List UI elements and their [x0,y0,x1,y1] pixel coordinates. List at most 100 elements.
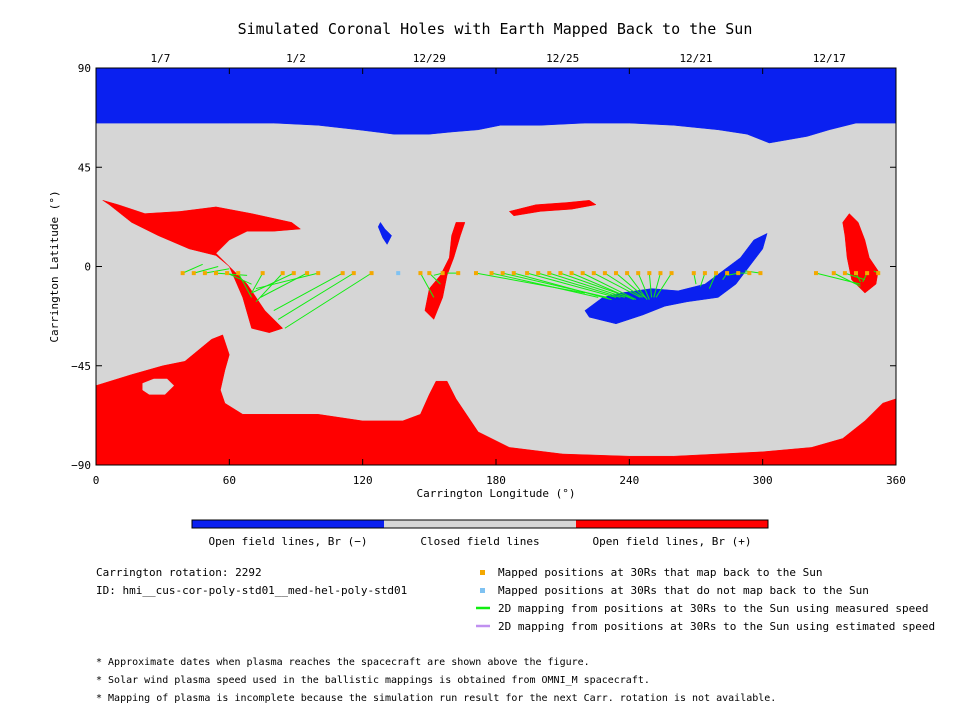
mapped-point-32 [636,271,641,276]
mapped-point-9 [305,271,310,276]
mapped-point-46 [854,271,858,276]
y-tick-label-4: −90 [71,459,91,472]
mapped-point-45 [842,271,847,276]
colorbar-segment-2 [576,520,768,528]
top-date-label-3: 12/25 [546,52,579,65]
footnote-incomplete: * Mapping of plasma is incomplete becaus… [96,693,777,704]
mapping-line-35 [655,272,672,298]
mapping-line-32 [637,272,650,300]
mapping-line-2 [204,268,230,274]
mapping-line-14 [420,272,435,298]
colorbar-segment-1 [384,520,576,528]
mapping-line-5 [237,272,252,298]
region-north-polar-negative [95,67,897,144]
y-tick-label-3: −45 [71,360,91,373]
legend-mapped-label: Mapped positions at 30Rs that map back t… [498,566,823,579]
mapped-point-47 [865,271,870,276]
mapped-point-29 [602,271,607,276]
x-tick-label-3: 180 [486,474,506,487]
mapped-point-36 [691,271,696,276]
mapping-line-33 [648,273,653,298]
mapped-point-38 [714,271,718,276]
x-axis-label: Carrington Longitude (°) [417,487,576,500]
mapped-point-28 [591,271,596,276]
mapping-line-44 [833,272,861,287]
legend-mapped-swatch [480,570,485,575]
mapping-line-11 [273,272,343,312]
mapping-line-21 [513,272,612,301]
mapped-point-48 [876,271,881,276]
x-tick-label-1: 60 [223,474,236,487]
mapping-line-13 [284,272,372,329]
mapped-point-35 [669,271,674,276]
mapped-point-17 [456,271,461,276]
mapping-line-19 [491,272,599,298]
mapping-line-30 [615,272,646,298]
legend-unmapped-swatch [480,588,485,593]
mapping-line-0 [182,263,203,274]
mapped-point-6 [260,271,265,276]
mapping-line-1 [193,266,219,274]
legend-estimated-label: 2D mapping from positions at 30Rs to the… [498,620,936,633]
top-date-label-0: 1/7 [151,52,171,65]
mapped-point-39 [725,271,730,276]
mapping-line-10 [255,272,319,290]
mapped-point-11 [340,271,345,276]
mapping-line-38 [708,272,717,289]
mapped-point-34 [658,271,663,276]
mapping-line-4 [226,272,252,285]
mapped-point-43 [814,271,818,276]
mapped-point-7 [280,271,285,276]
mapping-line-3 [215,272,248,276]
mapping-line-6 [251,272,264,294]
mapped-point-26 [569,271,574,276]
colorbar-label-1: Closed field lines [420,535,539,548]
mapped-point-27 [580,271,585,276]
carrington-rotation-label: Carrington rotation: 2292 [96,566,262,579]
mapped-point-3 [214,271,218,276]
y-tick-label-0: 90 [78,62,91,75]
mapped-point-21 [511,271,516,276]
region-lon160-positive [424,222,466,320]
mapped-point-40 [736,271,741,276]
top-date-label-1: 1/2 [286,52,306,65]
mapped-point-10 [316,271,321,276]
mapped-point-1 [191,271,196,276]
region-closed-island [142,378,175,395]
mapped-point-20 [500,271,505,276]
mapping-line-9 [260,272,308,298]
run-id-label: ID: hmi__cus-cor-poly-std01__med-hel-pol… [96,584,408,597]
y-tick-label-2: 0 [84,261,91,274]
x-tick-label-2: 120 [353,474,373,487]
x-tick-label-4: 240 [619,474,639,487]
legend-measured-label: 2D mapping from positions at 30Rs to the… [498,602,929,615]
mapping-line-45 [844,272,866,281]
mapping-line-29 [604,272,643,298]
colorbar-frame [191,519,769,529]
mapping-line-37 [699,272,706,287]
mapping-line-8 [251,272,294,294]
mapped-point-19 [489,271,494,276]
legend-swatches [476,570,490,628]
chart-title: Simulated Coronal Holes with Earth Mappe… [237,20,753,38]
region-west-positive [102,200,302,333]
mapping-line-27 [582,272,637,301]
mapped-point-30 [614,271,618,276]
mapped-point-8 [291,271,296,276]
footnote-speed: * Solar wind plasma speed used in the ba… [96,675,650,686]
mapped-point-33 [647,271,652,276]
mapping-line-18 [475,272,585,294]
mapped-point-18 [474,271,478,276]
mapped-point-4 [225,271,230,276]
top-date-label-4: 12/21 [679,52,712,65]
mapped-point-23 [536,271,541,276]
region-lon190-positive [508,200,597,217]
mapped-point-44 [831,271,836,276]
axes: 0 60 120 180 240 300 360 90 45 0 −45 −90 1/7 1/2 12/29… [48,52,906,500]
mapped-point-41 [747,271,752,276]
mapped-point-13 [369,271,374,276]
y-tick-label-1: 45 [78,161,91,174]
region-east-positive [842,213,879,294]
colorbar: Open field lines, Br (−) Closed field lin… [191,519,769,548]
